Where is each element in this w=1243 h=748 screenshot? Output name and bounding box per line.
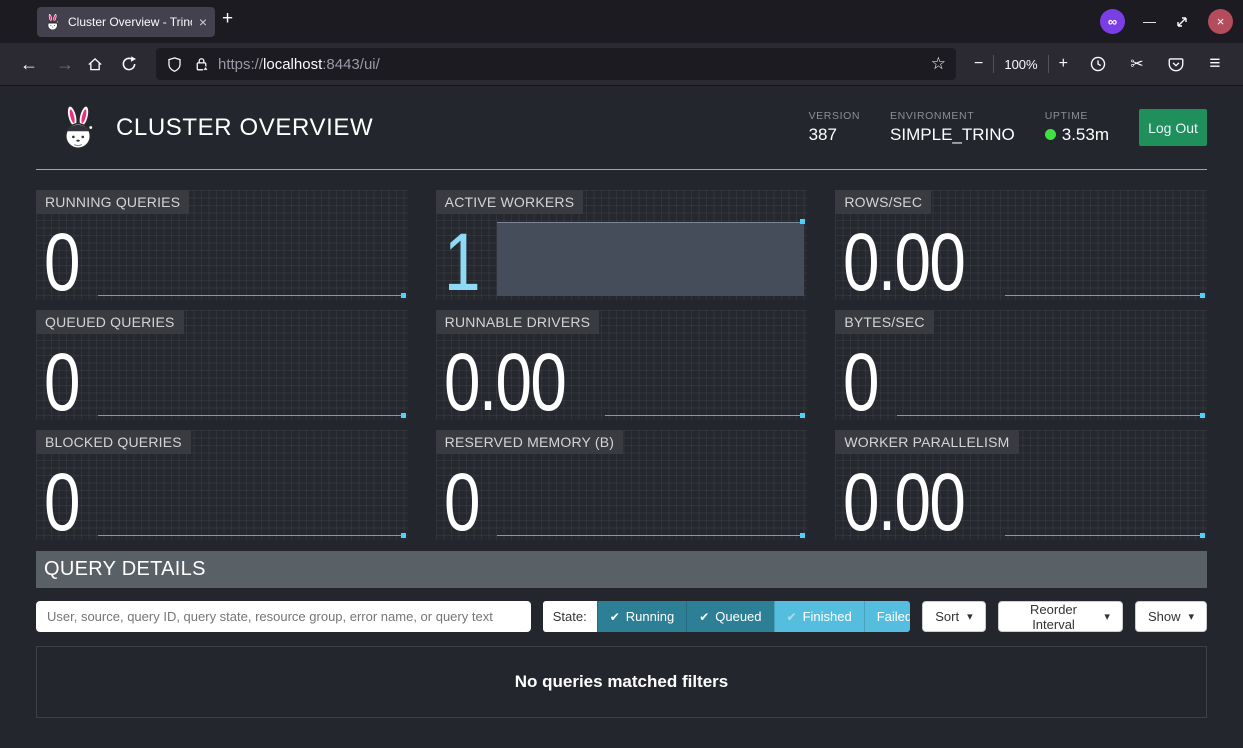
query-search-input[interactable]	[36, 601, 531, 632]
sparkline-dot	[400, 533, 406, 538]
sparkline-dot	[800, 533, 806, 538]
sparkline-dot	[800, 413, 806, 418]
stat-card-rows-sec: ROWS/SEC 0.00	[835, 190, 1207, 304]
empty-message: No queries matched filters	[514, 672, 729, 691]
check-icon: ✔	[609, 609, 620, 624]
sparkline	[605, 342, 806, 418]
bookmark-star-icon[interactable]: ☆	[930, 54, 946, 73]
browser-titlebar: Cluster Overview - Trino × + ∞ — ×	[0, 0, 1243, 43]
sparkline	[497, 462, 806, 538]
browser-tab[interactable]: Cluster Overview - Trino ×	[37, 7, 215, 37]
stat-card-running-queries: RUNNING QUERIES 0	[36, 190, 408, 304]
sparkline-dot	[400, 293, 406, 298]
sparkline	[97, 342, 406, 418]
chevron-down-icon: ▾	[1104, 611, 1110, 623]
state-filter-running[interactable]: ✔ Running	[596, 601, 687, 632]
trino-bunny-logo	[60, 104, 98, 151]
pocket-icon[interactable]	[1167, 55, 1185, 73]
stat-card-runnable-drivers: RUNNABLE DRIVERS 0.00	[435, 310, 808, 424]
chevron-down-icon: ▾	[1188, 611, 1194, 623]
check-icon: ✔	[786, 609, 797, 624]
tab-title: Cluster Overview - Trino	[68, 15, 192, 29]
check-icon: ✔	[699, 609, 710, 624]
forward-button[interactable]: →	[56, 53, 74, 74]
state-filter-group: State: ✔ Running ✔ Queued ✔ Finished Fai…	[542, 601, 911, 632]
tab-favicon-bunny-icon	[45, 13, 61, 31]
sparkline-dot	[1199, 293, 1205, 298]
page-title: CLUSTER OVERVIEW	[116, 113, 374, 141]
url-bar[interactable]: https://localhost:8443/ui/ ☆	[156, 48, 956, 80]
menu-hamburger-icon[interactable]: ≡	[1209, 53, 1221, 74]
tracking-protection-shield-icon[interactable]	[166, 56, 183, 73]
sparkline	[1004, 222, 1205, 298]
zoom-out-button[interactable]: −	[974, 55, 984, 72]
sparkline	[497, 219, 806, 296]
window-minimize-button[interactable]: —	[1143, 14, 1156, 29]
chevron-down-icon: ▾	[967, 611, 973, 623]
sparkline	[1004, 462, 1205, 538]
sort-dropdown[interactable]: Sort ▾	[922, 601, 986, 632]
sparkline-dot	[800, 219, 806, 224]
state-filter-label: State:	[542, 601, 597, 632]
sparkline	[97, 222, 406, 298]
show-dropdown[interactable]: Show ▾	[1134, 601, 1207, 632]
stat-card-bytes-sec: BYTES/SEC 0	[835, 310, 1207, 424]
query-filter-toolbar: State: ✔ Running ✔ Queued ✔ Finished Fai…	[36, 601, 1207, 632]
sparkline	[896, 342, 1205, 418]
history-clock-icon[interactable]	[1089, 55, 1107, 73]
state-filter-failed[interactable]: Failed ▾	[863, 601, 911, 632]
trino-ui-page: CLUSTER OVERVIEW VERSION 387 ENVIRONMENT…	[0, 86, 1243, 748]
query-list-empty-state: No queries matched filters	[36, 646, 1207, 718]
sparkline-dot	[1199, 533, 1205, 538]
private-browsing-icon: ∞	[1100, 9, 1125, 34]
connection-lock-icon[interactable]	[193, 56, 210, 73]
home-button[interactable]	[86, 55, 112, 73]
app-header: CLUSTER OVERVIEW VERSION 387 ENVIRONMENT…	[36, 86, 1207, 170]
sparkline-dot	[400, 413, 406, 418]
stat-card-reserved-memory: RESERVED MEMORY (B) 0	[435, 430, 808, 544]
reorder-interval-dropdown[interactable]: Reorder Interval ▾	[997, 601, 1123, 632]
state-filter-finished[interactable]: ✔ Finished	[773, 601, 864, 632]
query-details-header: QUERY DETAILS	[36, 551, 1207, 588]
window-restore-button[interactable]	[1174, 14, 1190, 30]
back-button[interactable]: ←	[20, 53, 38, 74]
browser-toolbar: ← → https://localhost:8443/ui/ ☆ −	[0, 43, 1243, 86]
sparkline-dot	[1199, 413, 1205, 418]
state-filter-queued[interactable]: ✔ Queued	[686, 601, 774, 632]
url-text: https://localhost:8443/ui/	[218, 55, 380, 73]
stat-card-worker-parallelism: WORKER PARALLELISM 0.00	[835, 430, 1207, 544]
cluster-stats-grid: RUNNING QUERIES 0 ACTIVE WORKERS 1 ROWS/…	[36, 190, 1207, 544]
new-tab-button[interactable]: +	[222, 8, 234, 29]
environment-info: ENVIRONMENT SIMPLE_TRINO	[890, 110, 1015, 144]
sparkline	[97, 462, 406, 538]
reload-button[interactable]	[120, 55, 146, 73]
window-close-button[interactable]: ×	[1208, 9, 1233, 34]
logout-button[interactable]: Log Out	[1139, 109, 1207, 146]
uptime-info: UPTIME 3.53m	[1044, 110, 1109, 144]
zoom-in-button[interactable]: +	[1058, 55, 1068, 72]
uptime-status-dot	[1044, 129, 1056, 140]
zoom-level[interactable]: 100%	[1004, 56, 1038, 72]
screenshot-scissors-icon[interactable]: ✂	[1130, 56, 1144, 73]
stat-card-queued-queries: QUEUED QUERIES 0	[36, 310, 408, 424]
tab-close-icon[interactable]: ×	[198, 14, 207, 30]
stat-card-active-workers: ACTIVE WORKERS 1	[435, 190, 808, 304]
version-info: VERSION 387	[808, 110, 861, 144]
stat-card-blocked-queries: BLOCKED QUERIES 0	[36, 430, 408, 544]
